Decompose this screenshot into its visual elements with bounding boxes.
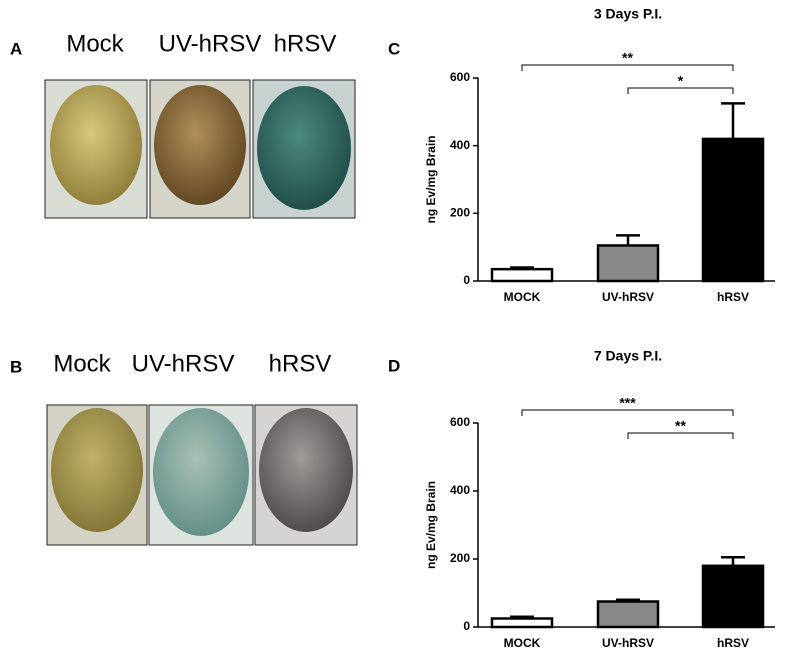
photo-label: UV-hRSV <box>132 350 235 377</box>
bar <box>596 244 660 283</box>
brain-photo <box>259 408 353 532</box>
brain-photo <box>51 408 143 532</box>
bar <box>701 137 765 283</box>
y-axis-label: ng Ev/mg Brain <box>424 481 438 569</box>
bar <box>490 267 554 283</box>
chart-title: 7 Days P.I. <box>594 348 662 364</box>
x-tick-label: MOCK <box>504 636 541 650</box>
brain-photo <box>50 85 142 205</box>
x-tick-label: MOCK <box>504 290 541 304</box>
significance-label: * <box>678 73 684 89</box>
significance-label: ** <box>675 418 686 434</box>
x-tick-label: hRSV <box>717 290 749 304</box>
photo-label: Mock <box>66 30 124 57</box>
x-tick-label: UV-hRSV <box>602 636 654 650</box>
significance-label: *** <box>619 395 636 411</box>
panel-letter: D <box>388 356 400 375</box>
y-tick-label: 0 <box>463 273 470 287</box>
chart-title: 3 Days P.I. <box>594 6 662 22</box>
y-axis-label: ng Ev/mg Brain <box>424 135 438 223</box>
y-tick-label: 400 <box>450 483 470 497</box>
brain-photo <box>257 86 351 210</box>
x-tick-label: UV-hRSV <box>602 290 654 304</box>
y-tick-label: 600 <box>450 70 470 84</box>
panel-letter: B <box>10 357 22 376</box>
significance-label: ** <box>622 50 633 66</box>
panel-letter: C <box>388 39 400 58</box>
brain-photo <box>153 408 249 536</box>
photo-label: Mock <box>53 350 111 377</box>
photos <box>44 79 358 546</box>
y-tick-label: 200 <box>450 206 470 220</box>
significance-bracket <box>521 409 734 416</box>
brain-photo <box>154 85 246 205</box>
significance-bracket <box>627 87 734 94</box>
bar <box>701 564 765 629</box>
photo-label: hRSV <box>274 30 337 57</box>
photo-label: UV-hRSV <box>159 30 262 57</box>
y-tick-label: 0 <box>463 619 470 633</box>
y-tick-label: 400 <box>450 138 470 152</box>
significance-bracket <box>627 432 734 439</box>
x-tick-label: hRSV <box>717 636 749 650</box>
significance-bracket <box>521 64 734 71</box>
y-tick-label: 200 <box>450 551 470 565</box>
panel-letter: A <box>10 39 22 58</box>
y-tick-label: 600 <box>450 415 470 429</box>
photo-label: hRSV <box>269 350 332 377</box>
bar <box>490 617 554 629</box>
bar <box>596 600 660 629</box>
